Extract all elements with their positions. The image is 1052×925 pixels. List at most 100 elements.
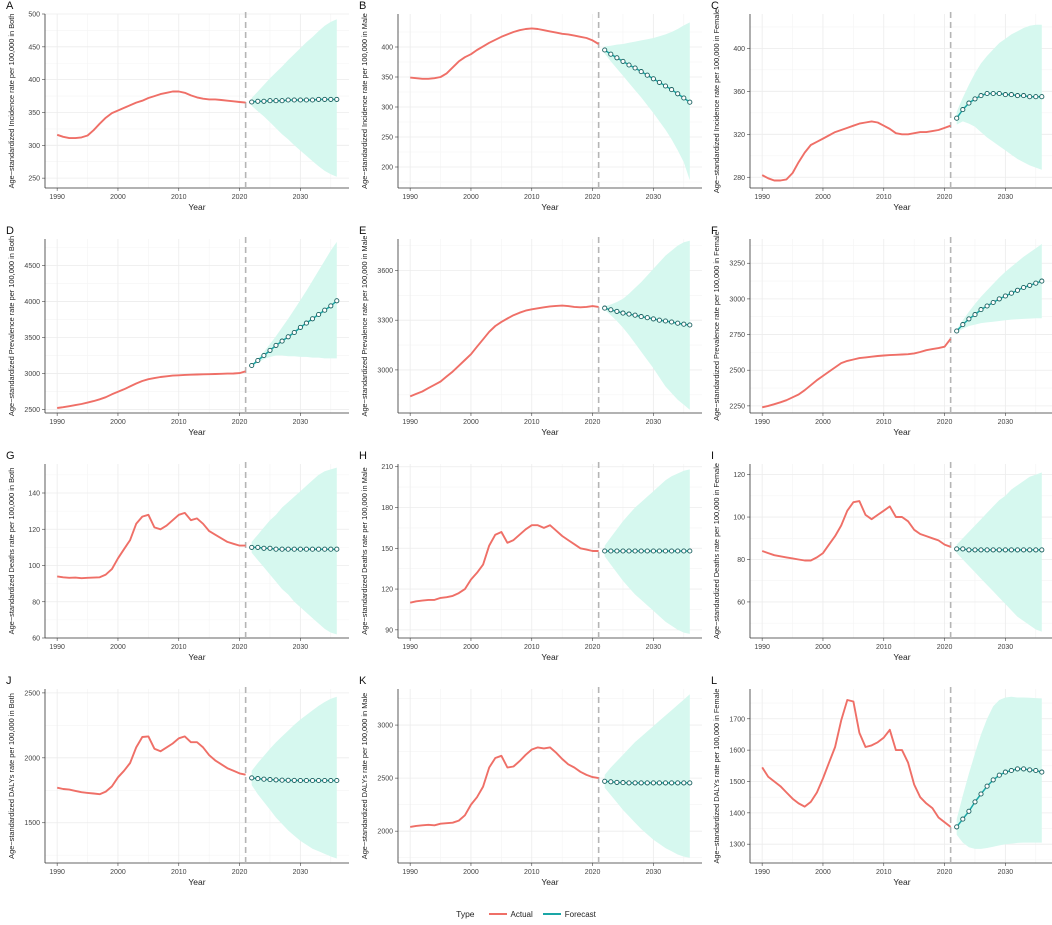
x-tick-label: 2000: [463, 869, 479, 876]
forecast-point: [681, 548, 687, 554]
y-axis-label: Age−standardized DALYs rate per 100,000 …: [712, 688, 721, 863]
forecast-point: [291, 777, 297, 783]
forecast-point: [249, 775, 255, 781]
x-tick-label: 2000: [463, 194, 479, 201]
y-tick-label: 360: [733, 89, 745, 96]
forecast-point: [1008, 290, 1014, 296]
forecast-point: [309, 97, 316, 103]
forecast-point: [291, 97, 297, 103]
forecast-point: [285, 777, 291, 783]
forecast-point: [984, 783, 990, 789]
x-tick-label: 2030: [646, 869, 662, 876]
panel-label: I: [711, 450, 714, 462]
forecast-point: [1027, 94, 1033, 100]
forecast-point: [285, 546, 291, 552]
x-tick-label: 2000: [463, 419, 479, 426]
panel-label: C: [711, 0, 719, 12]
forecast-point: [656, 548, 662, 554]
forecast-point: [291, 329, 297, 336]
actual-line: [57, 511, 246, 580]
forecast-interval-band: [251, 696, 337, 859]
x-tick-label: 2010: [876, 419, 892, 426]
forecast-point: [632, 65, 638, 71]
forecast-point: [273, 777, 279, 783]
x-tick-label: 1990: [402, 194, 418, 201]
actual-line: [410, 746, 599, 828]
y-tick-label: 3600: [377, 268, 393, 275]
x-tick-label: 2020: [937, 419, 953, 426]
x-tick-label: 2030: [293, 194, 309, 201]
forecast-point: [1039, 94, 1045, 100]
x-tick-label: 2010: [524, 419, 540, 426]
chart-panel-b: 200 250 300 350 400 1990 2000 2010 2020 2030 Year A…: [358, 0, 708, 225]
forecast-point: [267, 777, 273, 783]
forecast-point: [669, 548, 675, 554]
x-tick-label: 2020: [937, 644, 953, 651]
forecast-point: [1021, 93, 1027, 99]
forecast-point: [996, 90, 1002, 97]
legend-swatch-actual: [488, 913, 507, 915]
y-tick-label: 4500: [24, 263, 40, 270]
forecast-point: [1008, 92, 1014, 98]
x-tick-label: 2020: [232, 644, 248, 651]
y-tick-label: 320: [733, 132, 745, 139]
forecast-point: [334, 96, 340, 102]
forecast-point: [954, 328, 960, 334]
forecast-point: [334, 546, 340, 552]
forecast-point: [644, 315, 650, 321]
forecast-point: [675, 548, 681, 554]
y-tick-label: 60: [737, 599, 745, 606]
x-tick-label: 2000: [815, 194, 831, 201]
y-tick-label: 2000: [24, 755, 40, 762]
x-axis-label: Year: [541, 877, 558, 887]
chart-svg: 60 80 100 120 1990 2000 2010 2020 2030 Year Age−st…: [711, 450, 1052, 662]
forecast-point: [267, 98, 273, 104]
forecast-point: [614, 55, 620, 61]
x-tick-label: 2000: [110, 194, 126, 201]
forecast-point: [1014, 93, 1021, 99]
y-tick-label: 2500: [729, 368, 745, 375]
forecast-point: [279, 777, 285, 783]
y-tick-label: 280: [733, 175, 745, 182]
panel-label: G: [6, 450, 15, 462]
y-tick-label: 80: [737, 557, 745, 564]
x-tick-label: 2030: [646, 419, 662, 426]
actual-line: [56, 90, 246, 140]
forecast-point: [1039, 769, 1045, 775]
x-tick-label: 2010: [171, 869, 187, 876]
forecast-point: [316, 311, 322, 318]
y-tick-label: 350: [381, 75, 393, 82]
forecast-point: [303, 97, 309, 103]
x-tick-label: 2030: [998, 869, 1014, 876]
forecast-point: [328, 303, 334, 309]
panel-label: L: [711, 675, 717, 687]
y-tick-label: 210: [381, 464, 393, 471]
x-tick-label: 2000: [463, 644, 479, 651]
forecast-point: [620, 548, 626, 554]
forecast-point: [316, 96, 322, 102]
forecast-point: [644, 72, 650, 78]
forecast-point: [681, 95, 687, 101]
x-tick-label: 2010: [524, 644, 540, 651]
forecast-point: [316, 546, 322, 552]
x-axis-label: Year: [893, 652, 910, 662]
forecast-point: [996, 772, 1002, 778]
forecast-point: [309, 316, 316, 322]
forecast-point: [662, 83, 669, 89]
forecast-point: [614, 308, 620, 314]
forecast-point: [1039, 278, 1045, 284]
panel-label: A: [6, 0, 14, 12]
x-tick-label: 2020: [937, 194, 953, 201]
legend-label-actual: Actual: [510, 909, 533, 919]
y-tick-label: 100: [28, 563, 40, 570]
forecast-point: [990, 547, 996, 553]
y-tick-label: 400: [381, 45, 393, 52]
x-tick-label: 2000: [815, 644, 831, 651]
forecast-point: [297, 546, 303, 552]
forecast-point: [662, 548, 669, 554]
forecast-point: [322, 96, 328, 102]
panel-label: F: [711, 225, 718, 237]
forecast-point: [255, 776, 261, 782]
forecast-point: [608, 779, 614, 785]
y-axis-label: Age−standardized Deaths rate per 100,000…: [360, 467, 369, 634]
